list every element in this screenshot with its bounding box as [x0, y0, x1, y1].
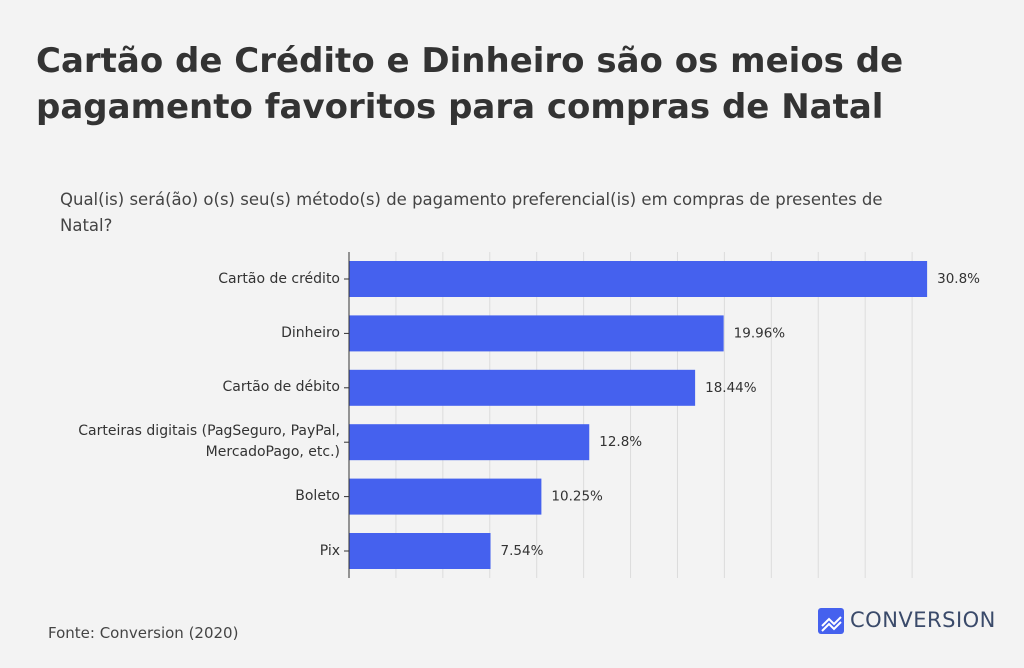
y-tick-label: Boleto — [295, 488, 340, 505]
logo-icon — [818, 608, 844, 634]
value-label: 30.8% — [937, 271, 980, 287]
y-tick-label: Pix — [319, 542, 340, 559]
bar — [349, 478, 542, 515]
value-label: 12.8% — [599, 434, 642, 450]
y-tick-label: Carteiras digitais (PagSeguro, PayPal, M… — [78, 423, 340, 461]
bar — [349, 424, 590, 461]
value-label: 18.44% — [705, 380, 757, 396]
bar — [349, 533, 491, 569]
chart-subtitle: Qual(is) será(ão) o(s) seu(s) método(s) … — [60, 190, 883, 235]
value-label: 19.96% — [734, 325, 786, 341]
brand: CONVERSION — [850, 608, 996, 632]
bar — [349, 369, 696, 406]
bar — [349, 315, 724, 352]
y-tick-label: Dinheiro — [281, 324, 340, 341]
chart-title: Cartão de Crédito e Dinheiro são os meio… — [36, 41, 904, 127]
y-tick-label: Cartão de crédito — [218, 270, 340, 287]
bar — [349, 261, 928, 297]
source: Fonte: Conversion (2020) — [48, 624, 239, 642]
value-label: 7.54% — [501, 543, 544, 559]
value-label: 10.25% — [551, 489, 603, 505]
y-tick-label: Cartão de débito — [222, 379, 340, 396]
logo-waves — [821, 616, 842, 632]
